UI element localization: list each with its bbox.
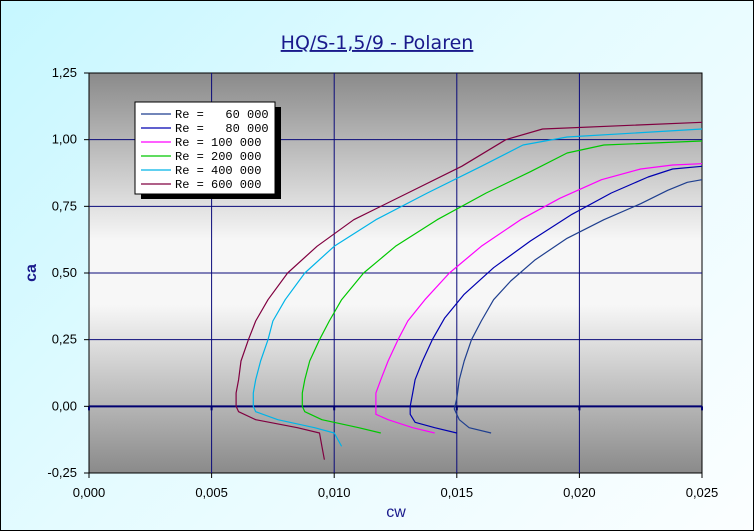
x-tick-label: 0,020 <box>563 485 596 500</box>
legend-box <box>134 101 276 195</box>
x-tick-label: 0,010 <box>318 485 351 500</box>
series-lines <box>235 121 703 460</box>
x-tick-label: 0,000 <box>73 485 106 500</box>
y-tick-label: 0,00 <box>52 398 77 413</box>
legend-label: Re = 100 000 <box>175 136 261 150</box>
legend-label: Re = 80 000 <box>175 122 269 136</box>
y-tick-label: 1,00 <box>52 132 77 147</box>
y-axis-title: ca <box>23 264 40 282</box>
y-tick-label: 1,25 <box>52 65 77 80</box>
series-line-5 <box>252 128 703 447</box>
legend-label: Re = 600 000 <box>175 178 261 192</box>
y-tick-label: -0,25 <box>47 465 77 480</box>
series-line-4 <box>301 140 703 434</box>
legend-label: Re = 60 000 <box>175 108 269 122</box>
x-tick-label: 0,025 <box>686 485 719 500</box>
chart-title: HQ/S-1,5/9 - Polaren <box>281 32 474 54</box>
series-line-1 <box>453 179 703 434</box>
x-tick-label: 0,005 <box>195 485 228 500</box>
y-tick-label: 0,50 <box>52 265 77 280</box>
series-line-3 <box>375 163 703 434</box>
legend-label: Re = 200 000 <box>175 150 261 164</box>
axes: 0,000 0,005 0,010 0,015 0,020 0,025 -0,25 0,00 0… <box>47 65 718 500</box>
y-tick-label: 0,75 <box>52 198 77 213</box>
x-tick-label: 0,015 <box>441 485 474 500</box>
y-tick-label: 0,25 <box>52 332 77 347</box>
x-axis-title: cw <box>386 504 406 521</box>
series-line-6 <box>235 121 703 460</box>
legend-label: Re = 400 000 <box>175 164 261 178</box>
series-line-2 <box>409 165 703 434</box>
